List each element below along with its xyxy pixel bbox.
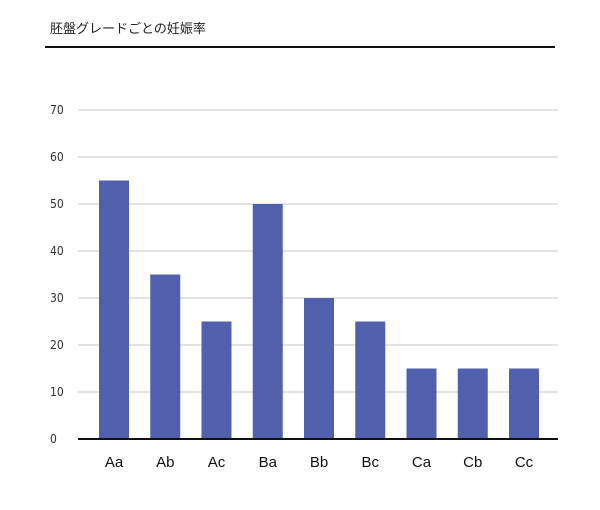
y-tick-label: 20 <box>50 338 64 352</box>
y-tick-label: 60 <box>50 150 64 164</box>
bar-ca <box>406 368 437 439</box>
y-tick-label: 30 <box>50 291 64 305</box>
y-tick-label: 70 <box>50 103 64 117</box>
bar-bb <box>304 298 334 439</box>
bar-cb <box>457 368 488 439</box>
y-tick-label: 0 <box>50 432 57 446</box>
x-category-label: Bb <box>310 454 328 471</box>
bar-cc <box>509 368 539 439</box>
bar-ab <box>150 274 181 439</box>
bar-bc <box>355 321 386 439</box>
title-divider <box>45 46 555 48</box>
x-category-label: Ba <box>259 454 278 471</box>
bar-ac <box>201 321 232 439</box>
y-tick-label: 40 <box>50 244 64 258</box>
x-category-label: Cb <box>463 454 482 471</box>
bars <box>99 180 539 439</box>
y-tick-label: 50 <box>50 197 64 211</box>
x-category-label: Ca <box>412 454 432 471</box>
bar-ba <box>252 204 283 439</box>
chart-title: 胚盤グレードごとの妊娠率 <box>50 22 206 37</box>
x-category-label: Ab <box>156 454 174 471</box>
x-category-label: Cc <box>515 454 534 471</box>
bar-aa <box>99 180 129 439</box>
x-category-label: Aa <box>105 454 124 471</box>
y-axis-ticks: 0 10 20 30 40 50 60 70 <box>50 103 64 446</box>
y-tick-label: 10 <box>50 385 64 399</box>
x-category-label: Bc <box>361 454 379 471</box>
x-category-label: Ac <box>208 454 226 471</box>
x-axis-labels: Aa Ab Ac Ba Bb Bc Ca Cb Cc <box>105 454 534 471</box>
